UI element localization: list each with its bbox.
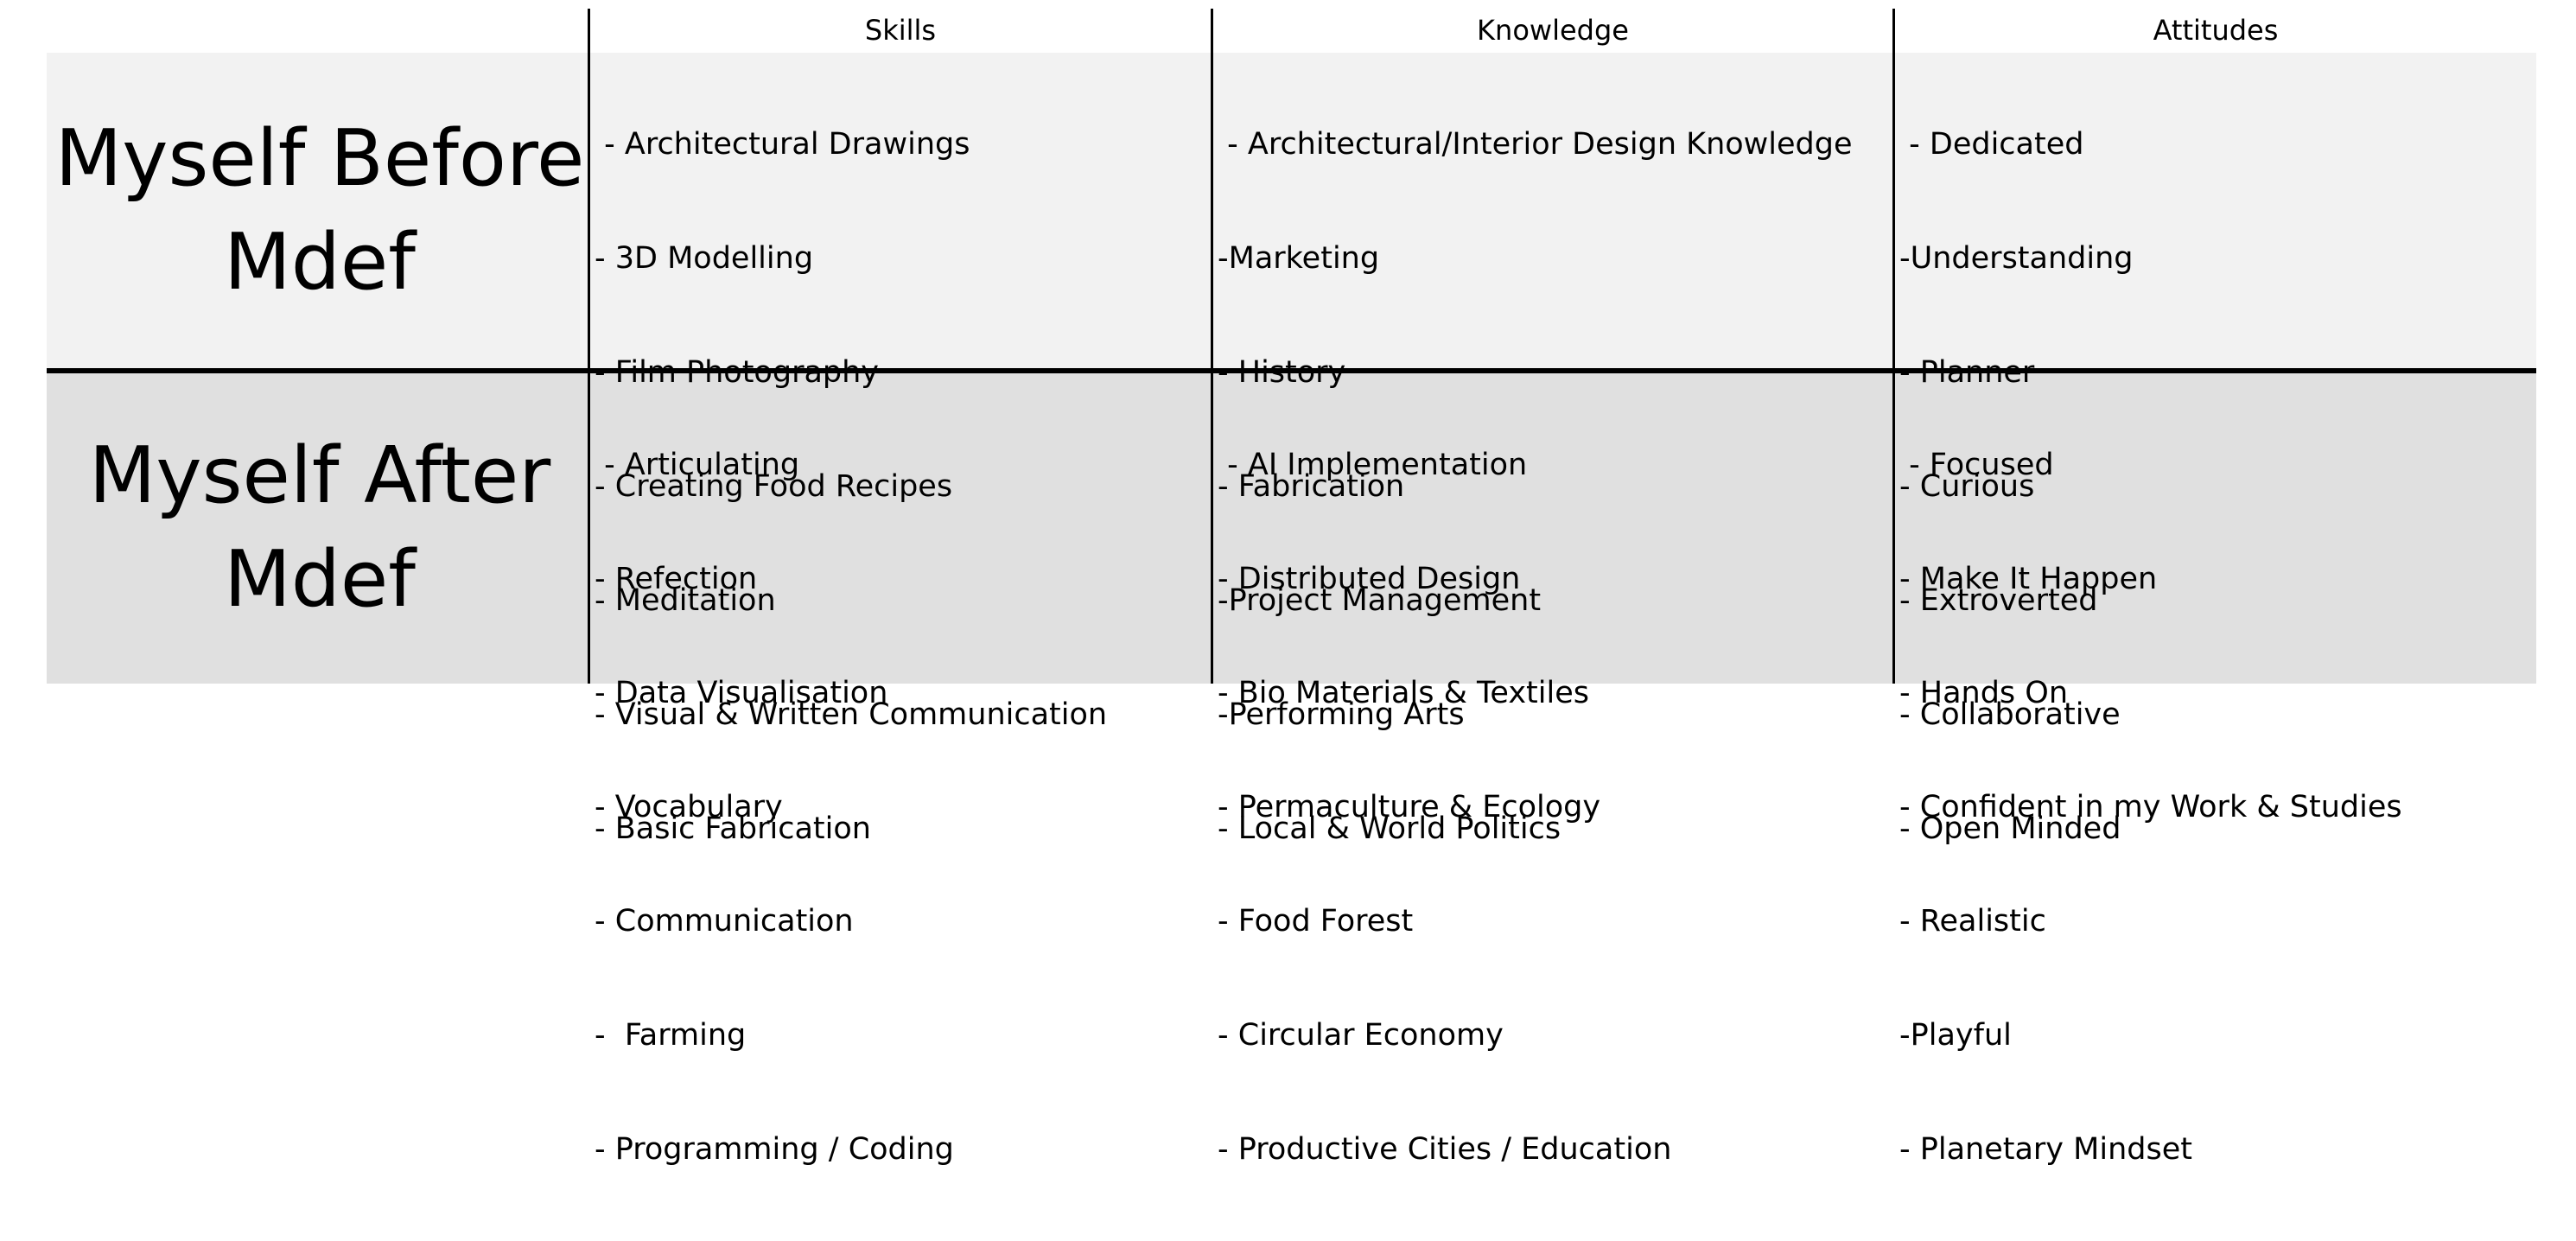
list-item: - Planetary Mindset	[1899, 1132, 2192, 1167]
list-item: -Project Management	[1218, 583, 1542, 618]
row-title-before: Myself Before Mdef	[52, 107, 588, 315]
list-item: - Articulating	[595, 448, 800, 482]
list-item: -Understanding	[1899, 241, 2134, 276]
list-item: -Playful	[1899, 1018, 2012, 1053]
list-item: - Creating Food Recipes	[595, 469, 953, 504]
list-item: - Data Visualisation	[595, 676, 888, 710]
after-row-background	[47, 372, 2536, 684]
list-item: - Programming / Coding	[595, 1132, 954, 1167]
column-divider	[1211, 9, 1213, 684]
list-item: - Make It Happen	[1899, 562, 2158, 596]
list-item: - Focused	[1899, 448, 2054, 482]
list-item: - Vocabulary	[595, 790, 783, 824]
list-item: - AI Implementation	[1218, 448, 1528, 482]
list-item: - Meditation	[595, 583, 776, 618]
before-row-background	[47, 53, 2536, 371]
column-divider	[1892, 9, 1895, 684]
row-title-before-line1: Myself Before	[54, 113, 585, 204]
after-knowledge-list: - AI Implementation - Distributed Design…	[1218, 373, 1671, 1241]
list-item: - 3D Modelling	[595, 241, 814, 276]
list-item: - Architectural Drawings	[595, 127, 970, 162]
row-title-after-line2: Mdef	[224, 534, 416, 625]
list-item: - Confident in my Work & Studies	[1899, 790, 2402, 824]
column-header-attitudes: Attitudes	[2153, 14, 2279, 47]
list-item: - Realistic	[1899, 904, 2046, 939]
list-item: - Extroverted	[1899, 583, 2098, 618]
list-item: - Architectural/Interior Design Knowledg…	[1218, 127, 1853, 162]
row-title-after: Myself After Mdef	[52, 424, 588, 632]
column-divider	[588, 9, 590, 684]
column-header-knowledge: Knowledge	[1477, 14, 1629, 47]
list-item: - Farming	[595, 1018, 747, 1053]
list-item: - Refection	[595, 562, 758, 596]
row-title-before-line2: Mdef	[224, 217, 416, 308]
list-item: - Distributed Design	[1218, 562, 1521, 596]
row-title-after-line1: Myself After	[88, 430, 551, 521]
after-attitudes-list: - Focused - Make It Happen - Hands On - …	[1899, 373, 2402, 1241]
list-item: - Curious	[1899, 469, 2035, 504]
list-item: - Hands On	[1899, 676, 2069, 710]
after-skills-list: - Articulating - Refection - Data Visual…	[595, 373, 954, 1241]
list-item: - Circular Economy	[1218, 1018, 1504, 1053]
column-header-skills: Skills	[864, 14, 937, 47]
list-item: - Bio Materials & Textiles	[1218, 676, 1589, 710]
list-item: - Fabrication	[1218, 469, 1405, 504]
list-item: - Dedicated	[1899, 127, 2084, 162]
row-divider	[47, 368, 2536, 373]
list-item: - Communication	[595, 904, 854, 939]
list-item: -Marketing	[1218, 241, 1380, 276]
list-item: - Food Forest	[1218, 904, 1414, 939]
list-item: - Productive Cities / Education	[1218, 1132, 1672, 1167]
comparison-table: Skills Knowledge Attitudes Myself Before…	[47, 9, 2536, 1167]
list-item: - Permaculture & Ecology	[1218, 790, 1601, 824]
